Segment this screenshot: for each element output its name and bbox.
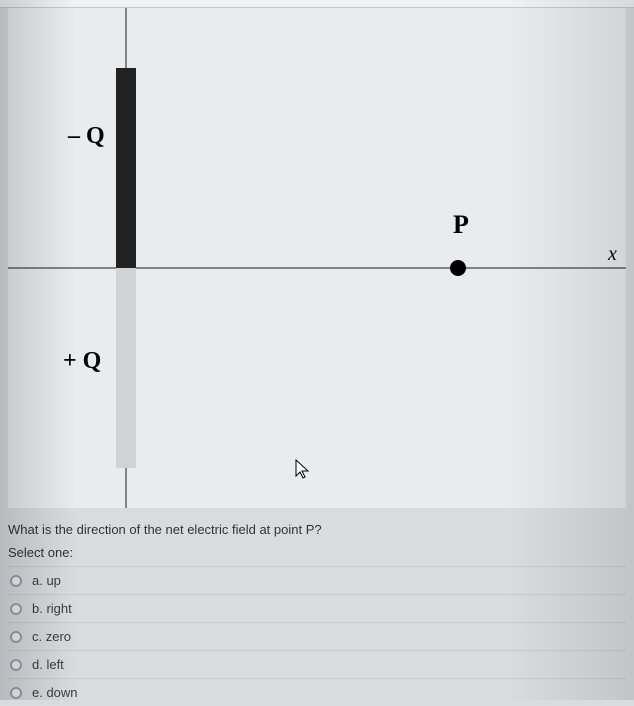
option-a[interactable]: a. up <box>8 566 626 594</box>
option-e[interactable]: e. down <box>8 678 626 706</box>
options-list: a. up b. right c. zero d. left e. down <box>8 566 626 706</box>
select-one-label: Select one: <box>8 545 626 560</box>
diagram-svg: – Q + Q P x <box>8 8 626 508</box>
option-c-label: c. zero <box>32 629 71 644</box>
rod-negative <box>116 68 136 268</box>
option-a-label: a. up <box>32 573 61 588</box>
page-top-strip <box>0 0 634 8</box>
diagram-bg <box>8 8 626 508</box>
radio-icon[interactable] <box>10 575 22 587</box>
radio-icon[interactable] <box>10 659 22 671</box>
axis-x-label: x <box>607 243 617 265</box>
physics-diagram: – Q + Q P x <box>8 8 626 508</box>
label-plus-q: + Q <box>63 348 101 374</box>
radio-icon[interactable] <box>10 603 22 615</box>
point-p-label: P <box>453 210 469 239</box>
radio-icon[interactable] <box>10 687 22 699</box>
point-p <box>450 260 466 276</box>
option-b[interactable]: b. right <box>8 594 626 622</box>
rod-positive <box>116 268 136 468</box>
option-d[interactable]: d. left <box>8 650 626 678</box>
option-e-label: e. down <box>32 685 78 700</box>
question-text: What is the direction of the net electri… <box>8 522 626 537</box>
question-block: What is the direction of the net electri… <box>8 520 626 706</box>
label-minus-q: – Q <box>67 123 105 149</box>
option-d-label: d. left <box>32 657 64 672</box>
option-c[interactable]: c. zero <box>8 622 626 650</box>
option-b-label: b. right <box>32 601 72 616</box>
radio-icon[interactable] <box>10 631 22 643</box>
